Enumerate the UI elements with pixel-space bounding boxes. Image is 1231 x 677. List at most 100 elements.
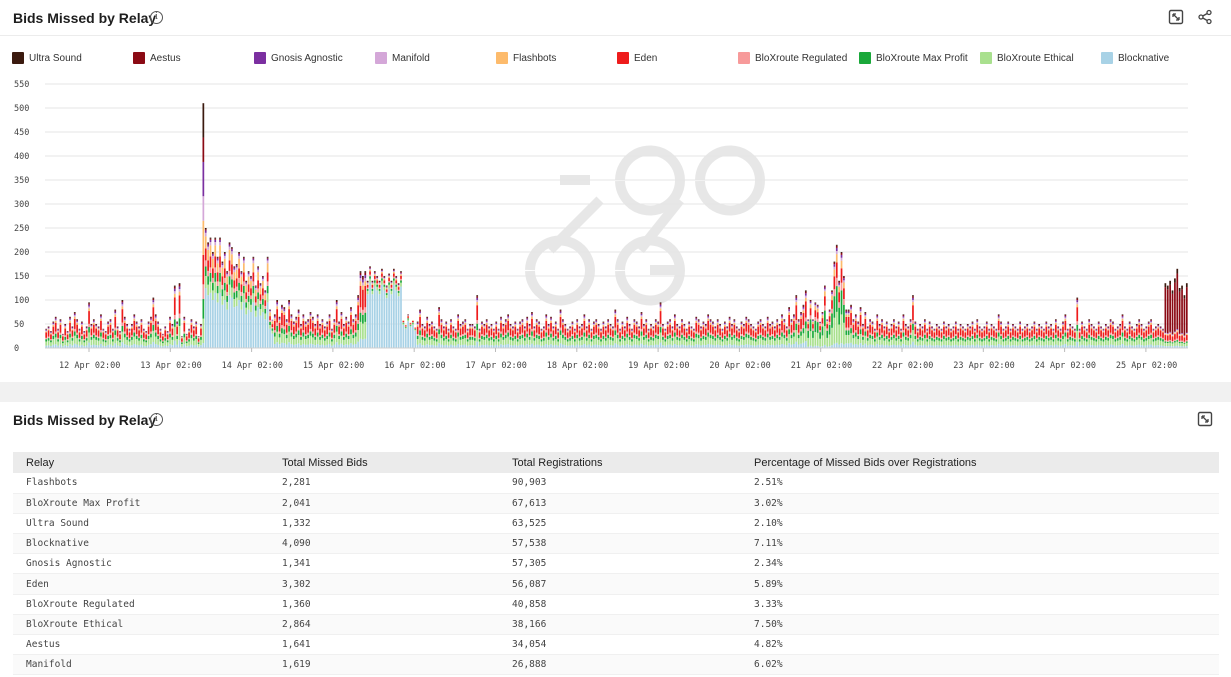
bar-segment <box>412 322 414 324</box>
x-tick-label: 12 Apr 02:00 <box>59 361 120 371</box>
bar-segment <box>321 332 324 335</box>
bar-segment <box>645 319 648 321</box>
legend-item[interactable]: Gnosis Agnostic <box>254 50 343 66</box>
bar-segment <box>1054 344 1057 348</box>
bar-segment <box>278 331 281 334</box>
bar-segment <box>1143 339 1145 342</box>
bar-segment <box>988 329 991 330</box>
expand-icon[interactable] <box>1197 411 1213 427</box>
bar-segment <box>185 336 188 341</box>
bar-segment <box>328 332 331 337</box>
bar-segment <box>550 320 552 323</box>
bar-segment <box>664 332 667 338</box>
info-icon[interactable]: i <box>150 413 163 426</box>
bar-segment <box>881 344 883 348</box>
bar-segment <box>295 337 298 345</box>
column-header-relay[interactable]: Relay <box>26 456 55 469</box>
legend-item[interactable]: BloXroute Regulated <box>738 50 847 66</box>
column-header-total-missed-bids[interactable]: Total Missed Bids <box>282 456 368 469</box>
cell-relay: Gnosis Agnostic <box>13 553 269 575</box>
bar-segment <box>69 320 71 323</box>
bar-segment <box>85 336 88 339</box>
bar-segment <box>1004 330 1007 337</box>
legend-item[interactable]: Flashbots <box>496 50 556 66</box>
bar-segment <box>947 326 950 328</box>
bar-segment <box>54 337 57 345</box>
bar-segment <box>738 345 740 348</box>
bar-segment <box>352 320 355 322</box>
bar-segment <box>781 314 783 316</box>
bar-segment <box>907 328 910 330</box>
legend-swatch <box>133 52 145 64</box>
bar-segment <box>426 316 429 318</box>
bar-segment <box>904 328 907 336</box>
bar-segment <box>854 315 857 317</box>
bar-segment <box>173 288 176 292</box>
bar-segment <box>135 334 138 336</box>
legend-item[interactable]: Eden <box>617 50 657 66</box>
bar-segment <box>264 290 267 292</box>
bar-segment <box>338 325 340 327</box>
bar-segment <box>135 321 138 323</box>
bar-segment <box>231 297 233 348</box>
bar-segment <box>707 317 710 319</box>
legend-item[interactable]: BloXroute Ethical <box>980 50 1074 66</box>
bar-segment <box>681 344 683 348</box>
bar-segment <box>152 304 155 308</box>
bar-segment <box>666 323 669 326</box>
legend-item[interactable]: BloXroute Max Profit <box>859 50 968 66</box>
column-header-percentage[interactable]: Percentage of Missed Bids over Registrat… <box>754 456 977 469</box>
bar-segment <box>1140 324 1143 326</box>
legend-item[interactable]: Ultra Sound <box>12 50 82 66</box>
bar-segment <box>1133 345 1136 348</box>
bar-segment <box>78 337 81 340</box>
legend-item[interactable]: Manifold <box>375 50 430 66</box>
bar-segment <box>602 323 605 326</box>
bar-segment <box>850 342 852 348</box>
bar-segment <box>388 278 390 282</box>
bar-segment <box>835 342 838 348</box>
bar-segment <box>126 327 129 329</box>
bar-segment <box>1102 337 1105 340</box>
bar-segment <box>393 278 395 281</box>
bar-segment <box>919 325 921 327</box>
legend-item[interactable]: Blocknative <box>1101 50 1169 66</box>
bar-segment <box>643 336 645 340</box>
bar-segment <box>671 345 674 348</box>
bar-segment <box>443 330 445 337</box>
bar-segment <box>47 338 50 341</box>
bar-segment <box>278 344 281 348</box>
bar-segment <box>790 324 793 333</box>
bar-segment <box>188 331 190 333</box>
bar-segment <box>793 316 795 318</box>
bar-segment <box>288 306 290 310</box>
bar-segment <box>495 339 498 345</box>
bar-segment <box>359 307 362 313</box>
bar-segment <box>712 335 714 340</box>
bar-segment <box>369 266 371 268</box>
bar-segment <box>731 336 733 340</box>
bar-segment <box>1016 330 1019 332</box>
bar-segment <box>1035 337 1038 340</box>
legend-item[interactable]: Aestus <box>133 50 181 66</box>
bar-segment <box>266 258 269 261</box>
expand-icon[interactable] <box>1168 9 1184 25</box>
bar-segment <box>659 327 662 333</box>
bar-segment <box>345 331 348 334</box>
bar-segment <box>216 272 219 282</box>
column-header-total-registrations[interactable]: Total Registrations <box>512 456 603 469</box>
share-icon[interactable] <box>1197 9 1213 25</box>
bar-segment <box>52 335 55 340</box>
bar-segment <box>781 320 783 331</box>
bar-segment <box>635 339 638 345</box>
bar-segment <box>1095 331 1098 333</box>
bar-segment <box>1026 345 1029 348</box>
bar-segment <box>502 327 505 329</box>
bar-segment <box>109 332 112 335</box>
bar-segment <box>531 318 533 329</box>
bar-segment <box>528 327 531 329</box>
bar-segment <box>212 300 214 348</box>
info-icon[interactable]: i <box>150 11 163 24</box>
bar-segment <box>1133 339 1136 342</box>
bar-segment <box>885 344 888 348</box>
